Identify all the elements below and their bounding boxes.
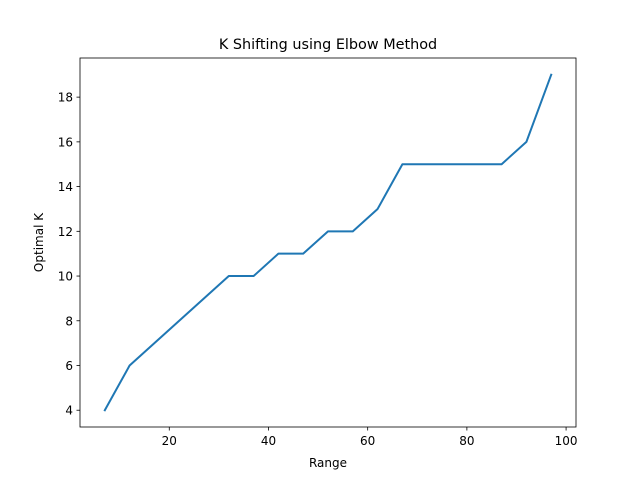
y-tick-label: 18 <box>58 91 73 105</box>
x-tick-label: 40 <box>261 434 276 448</box>
series-line <box>103 73 553 412</box>
x-axis-ticks: 20 40 60 80 100 <box>162 427 578 448</box>
x-tick-label: 20 <box>162 434 177 448</box>
x-axis-label: Range <box>309 456 347 470</box>
y-axis-ticks: 4 6 8 10 12 14 16 18 <box>58 91 80 418</box>
x-tick-label: 100 <box>555 434 578 448</box>
x-tick-label: 60 <box>360 434 375 448</box>
chart-title: K Shifting using Elbow Method <box>219 37 437 53</box>
y-tick-label: 4 <box>65 404 73 418</box>
y-axis-label: Optimal K <box>32 212 46 272</box>
y-tick-label: 10 <box>58 270 73 284</box>
y-tick-label: 8 <box>65 314 73 328</box>
plot-series-group <box>103 73 553 412</box>
y-tick-label: 6 <box>65 359 73 373</box>
axes-frame <box>79 57 577 428</box>
y-tick-label: 14 <box>58 180 73 194</box>
x-tick-label: 80 <box>459 434 474 448</box>
y-tick-label: 16 <box>58 135 73 149</box>
y-tick-label: 12 <box>58 225 73 239</box>
